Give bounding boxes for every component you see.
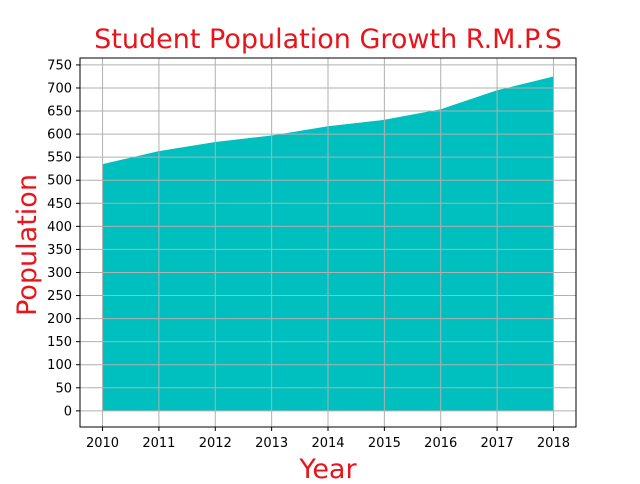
- y-tick-label: 100: [47, 358, 72, 373]
- x-tick-label: 2015: [368, 436, 401, 451]
- x-tick-label: 2014: [311, 436, 344, 451]
- y-tick-label: 650: [47, 105, 72, 120]
- x-tick-label: 2018: [537, 436, 570, 451]
- y-tick-label: 600: [47, 128, 72, 143]
- x-tick-label: 2016: [424, 436, 457, 451]
- y-tick-label: 750: [47, 58, 72, 73]
- x-tick-label: 2010: [86, 436, 119, 451]
- y-tick-label: 500: [47, 174, 72, 189]
- x-axis-label: Year: [298, 454, 357, 480]
- grid-layer: [80, 58, 576, 427]
- y-tick-label: 0: [64, 404, 72, 419]
- y-tick-label: 700: [47, 81, 72, 96]
- y-axis-label: Population: [12, 174, 43, 316]
- y-tick-label: 250: [47, 289, 72, 304]
- y-tick-label: 150: [47, 335, 72, 350]
- y-tick-label: 200: [47, 312, 72, 327]
- y-tick-label: 50: [55, 381, 72, 396]
- y-tick-label: 400: [47, 220, 72, 235]
- x-tick-label: 2013: [255, 436, 288, 451]
- y-tick-label: 350: [47, 243, 72, 258]
- x-tick-label: 2011: [142, 436, 175, 451]
- y-tick-label: 550: [47, 151, 72, 166]
- chart-title: Student Population Growth R.M.P.S: [94, 24, 562, 55]
- tick-layer: 2010 2011 2012 2013 2014 2015 2016 2017 2018 0 50 1…: [47, 58, 570, 451]
- x-tick-label: 2012: [199, 436, 232, 451]
- x-tick-label: 2017: [481, 436, 514, 451]
- y-tick-label: 300: [47, 266, 72, 281]
- y-tick-label: 450: [47, 197, 72, 212]
